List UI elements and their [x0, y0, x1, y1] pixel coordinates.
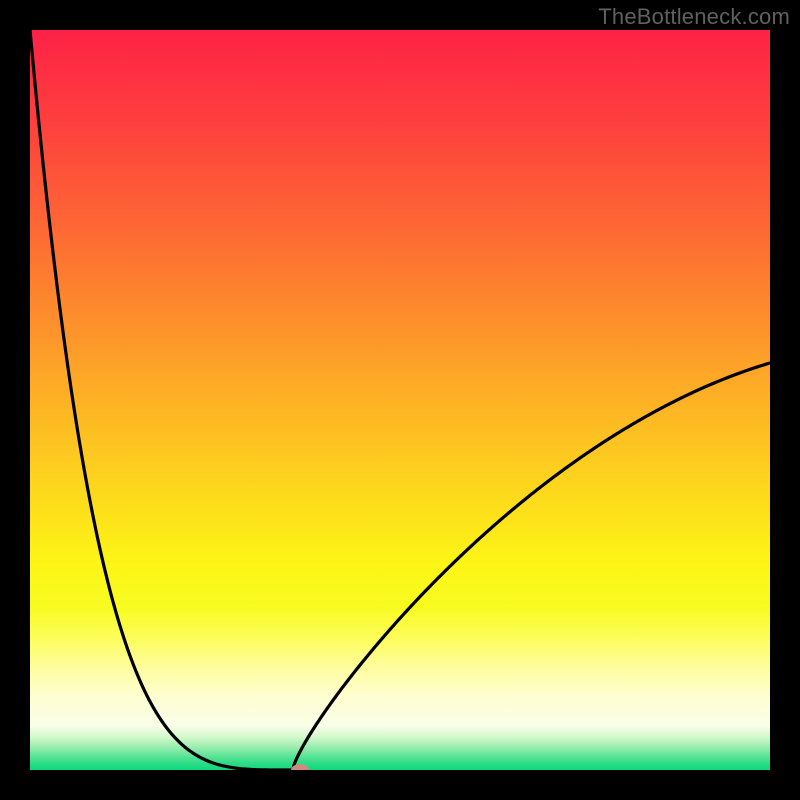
chart-background: [30, 30, 770, 770]
border-right: [770, 0, 800, 800]
watermark-label: TheBottleneck.com: [598, 4, 790, 30]
chart-container: TheBottleneck.com: [0, 0, 800, 800]
border-left: [0, 0, 30, 800]
border-bottom: [0, 770, 800, 800]
bottleneck-chart: [0, 0, 800, 800]
